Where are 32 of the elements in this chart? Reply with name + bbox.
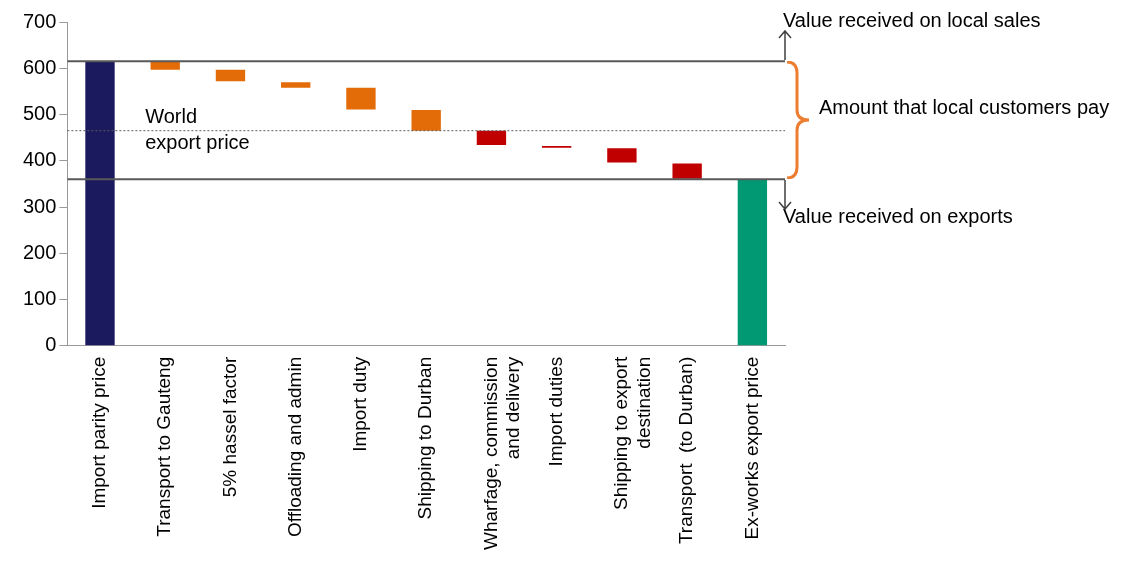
y-tick-label: 200	[22, 240, 57, 263]
y-tick-label: 700	[22, 9, 57, 32]
y-tick-label: 100	[22, 287, 57, 310]
bar	[215, 69, 246, 82]
x-tick-label: Import parity price	[88, 356, 110, 509]
y-tick-label: 400	[22, 148, 57, 171]
ref-line-label: World export price	[145, 105, 250, 154]
bar	[672, 163, 702, 179]
x-tick-label: Wharfage, commission and delivery	[479, 356, 524, 551]
x-tick-label: Offloading and admin	[283, 356, 305, 538]
x-tick-label: Shipping to Durban	[414, 356, 436, 520]
x-tick-label: Ex-works export price	[740, 356, 762, 540]
x-tick-label: Shipping to export destination	[610, 356, 654, 510]
x-tick-label: Import duty	[349, 356, 371, 452]
x-tick-label: Transport to Gauteng	[153, 356, 175, 537]
bar	[281, 82, 311, 88]
bar	[476, 130, 507, 146]
x-tick-label: Import duties	[544, 356, 566, 467]
y-tick-label: 0	[45, 333, 57, 356]
y-tick-label: 600	[22, 55, 57, 78]
bar	[737, 179, 768, 346]
y-tick-label: 300	[22, 194, 57, 217]
text: Amount that local customers pay	[819, 95, 1111, 121]
y-tick-label: 500	[22, 102, 57, 125]
x-tick-label: Transport (to Durban)	[675, 356, 697, 545]
bar	[346, 87, 376, 110]
ref-line-label: Value received on local sales	[783, 8, 1041, 31]
bar	[607, 148, 637, 163]
bar	[85, 61, 115, 346]
ref-line-label: Value received on exports	[783, 204, 1013, 227]
x-tick-label: 5% hassel factor	[218, 356, 240, 498]
bar	[411, 109, 441, 131]
